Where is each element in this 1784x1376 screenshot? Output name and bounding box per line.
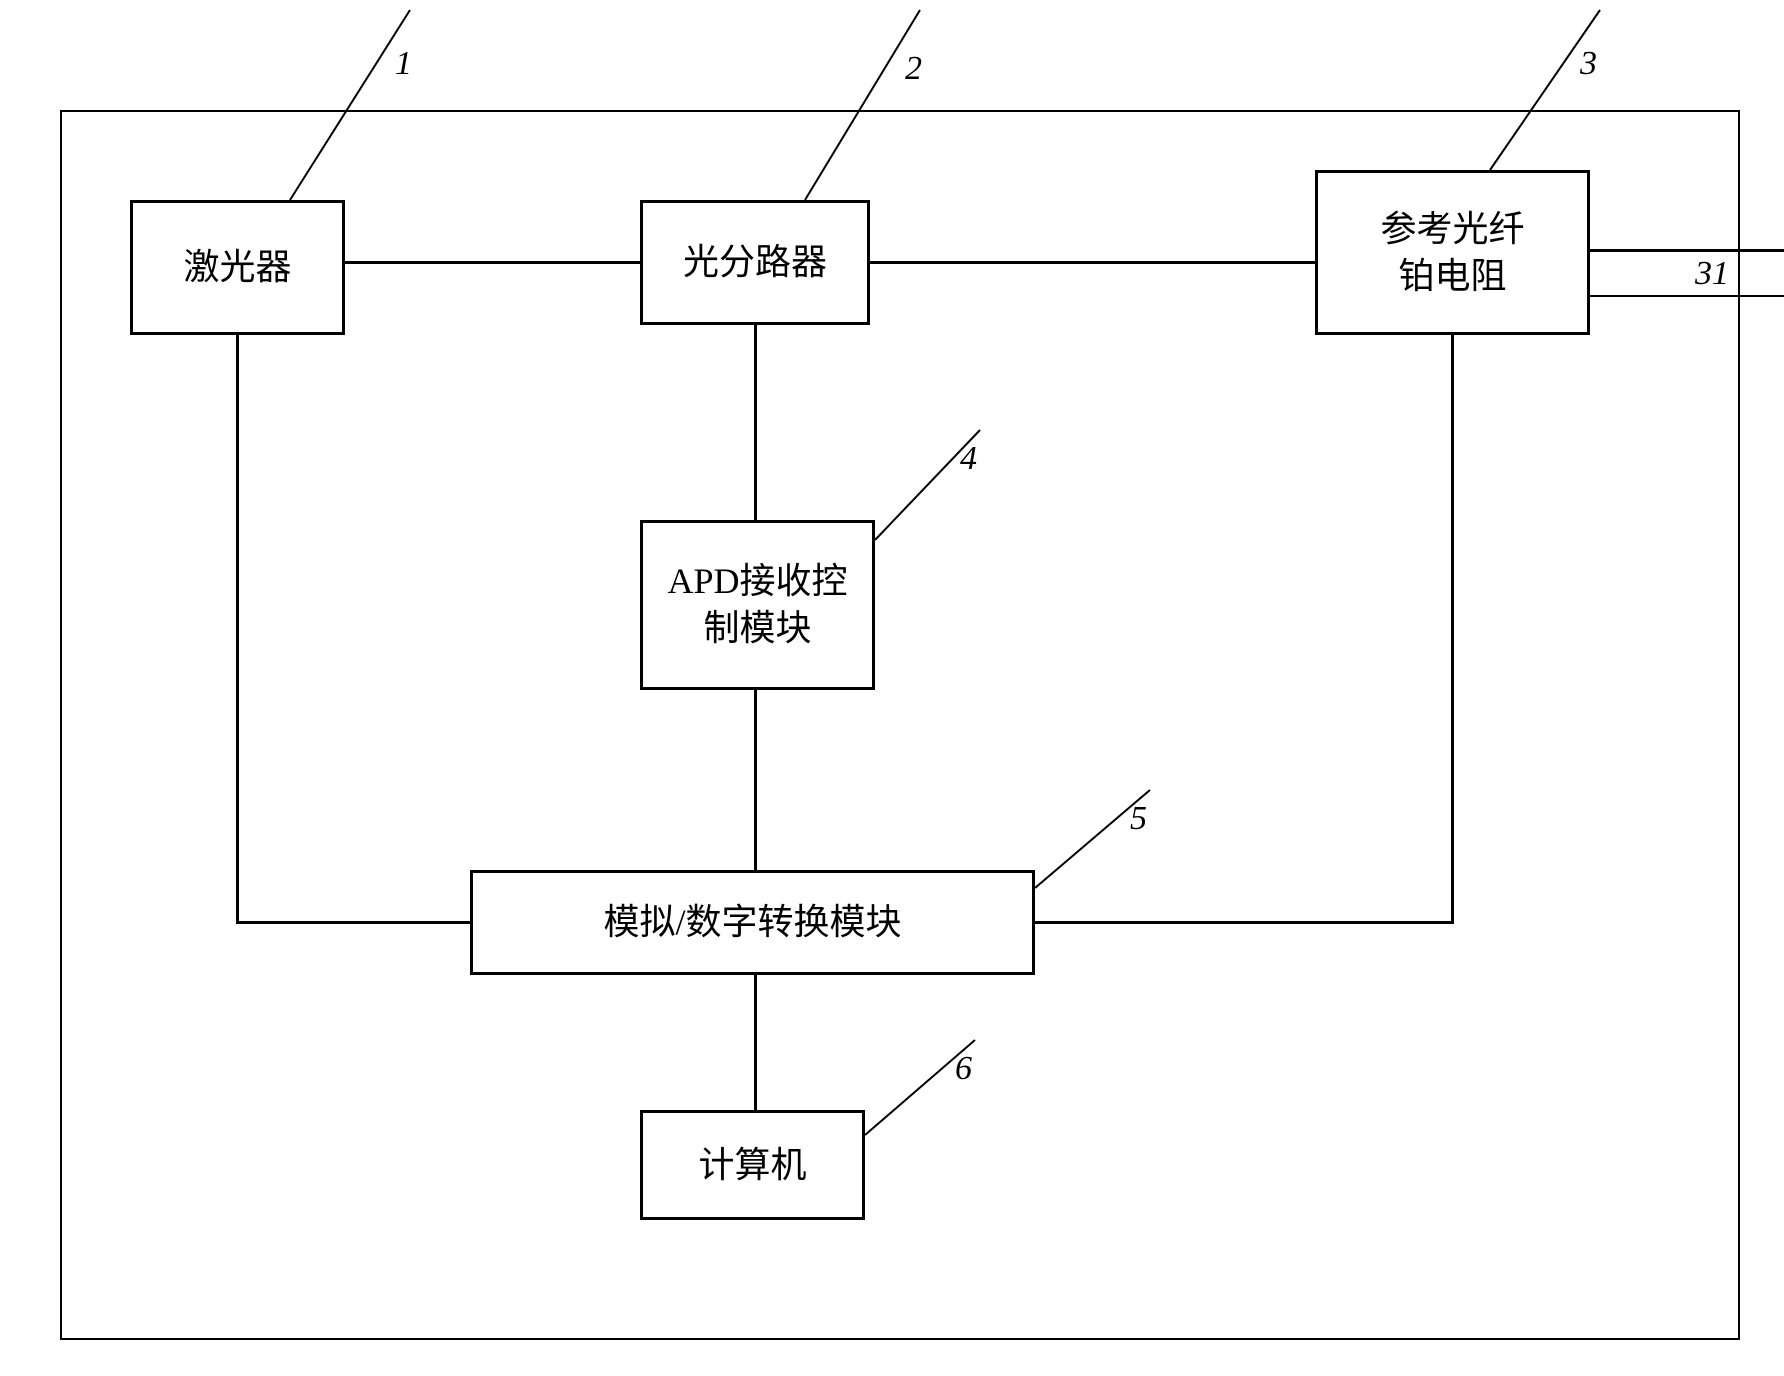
node-splitter: 光分路器 [640, 200, 870, 325]
edge-splitter-reffiber [870, 261, 1315, 264]
node-label-line1: 参考光纤 [1380, 206, 1524, 253]
edge-splitter-apd [754, 325, 757, 520]
node-label-multiline: 参考光纤 铂电阻 [1380, 206, 1524, 300]
callout-label-31: 31 [1695, 255, 1729, 293]
callout-label-2: 2 [905, 50, 922, 88]
node-label: 计算机 [698, 1142, 806, 1189]
node-ref-fiber: 参考光纤 铂电阻 [1315, 170, 1590, 335]
node-adc: 模拟/数字转换模块 [470, 870, 1035, 975]
callout-label-3: 3 [1580, 45, 1597, 83]
edge-laser-adc-h [236, 921, 470, 924]
edge-apd-adc [754, 690, 757, 870]
edge-reffiber-adc-v [1451, 335, 1454, 924]
edge-reffiber-external [1590, 249, 1784, 252]
node-label: 模拟/数字转换模块 [603, 899, 901, 946]
callout-label-1: 1 [395, 45, 412, 83]
node-label-line2: 制模块 [667, 605, 847, 652]
edge-reffiber-adc-h [1035, 921, 1454, 924]
node-label: 光分路器 [683, 239, 827, 286]
node-apd: APD接收控 制模块 [640, 520, 875, 690]
node-label-line1: APD接收控 [667, 558, 847, 605]
edge-laser-splitter [345, 261, 640, 264]
node-laser: 激光器 [130, 200, 345, 335]
callout-label-6: 6 [955, 1050, 972, 1088]
node-label-line2: 铂电阻 [1380, 253, 1524, 300]
callout-label-4: 4 [960, 440, 977, 478]
edge-laser-adc-v [236, 335, 239, 924]
node-label: 激光器 [183, 244, 291, 291]
node-label-multiline: APD接收控 制模块 [667, 558, 847, 652]
callout-label-5: 5 [1130, 800, 1147, 838]
node-computer: 计算机 [640, 1110, 865, 1220]
edge-adc-computer [754, 975, 757, 1110]
